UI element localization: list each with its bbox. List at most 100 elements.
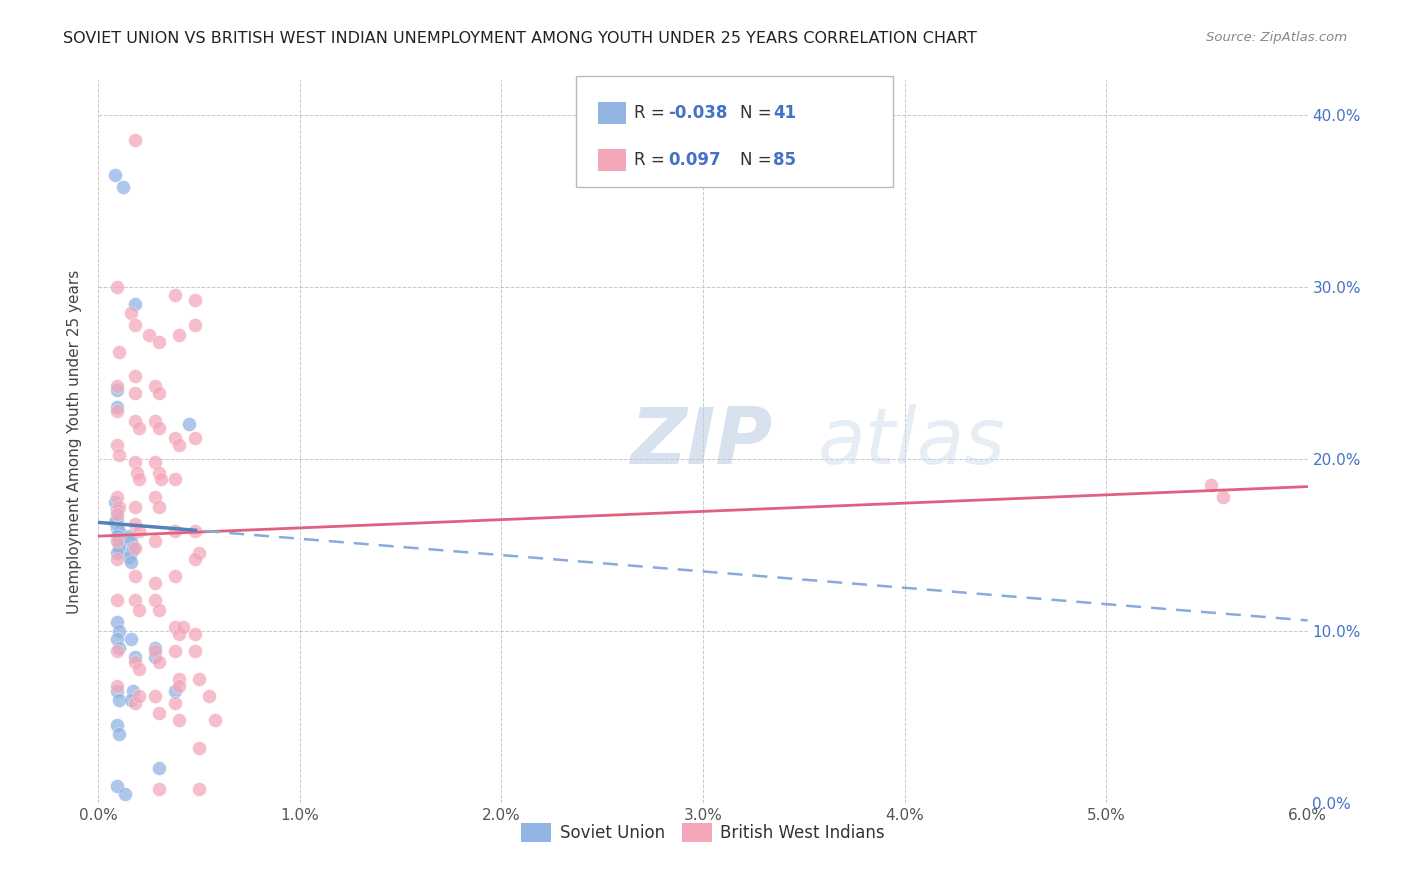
Point [188, 546, 211, 560]
Point [148, 655, 170, 669]
Point [184, 551, 207, 566]
Point [124, 455, 146, 469]
Point [120, 555, 142, 569]
Point [111, 180, 134, 194]
Point [148, 421, 170, 435]
Point [184, 293, 207, 308]
Point [148, 782, 170, 797]
Point [105, 279, 128, 293]
Point [107, 448, 129, 462]
Point [143, 649, 166, 664]
Point [105, 779, 128, 793]
Point [105, 551, 128, 566]
Point [118, 549, 141, 564]
Point [148, 706, 170, 721]
Point [120, 534, 142, 549]
Point [107, 500, 129, 514]
Point [143, 534, 166, 549]
Point [128, 689, 150, 703]
Point [184, 524, 207, 538]
Point [128, 472, 150, 486]
Text: 0.097: 0.097 [668, 152, 720, 169]
Point [124, 655, 146, 669]
Point [148, 466, 170, 480]
Point [120, 305, 142, 319]
Point [105, 400, 128, 414]
Point [204, 713, 226, 727]
Point [184, 431, 207, 445]
Point [163, 524, 186, 538]
Point [167, 327, 190, 342]
Point [105, 507, 128, 521]
Point [125, 466, 148, 480]
Point [163, 644, 186, 658]
Point [148, 761, 170, 775]
Y-axis label: Unemployment Among Youth under 25 years: Unemployment Among Youth under 25 years [67, 269, 83, 614]
Legend: Soviet Union, British West Indians: Soviet Union, British West Indians [515, 816, 891, 848]
Point [167, 679, 190, 693]
Point [103, 516, 125, 530]
Point [163, 288, 186, 302]
Text: SOVIET UNION VS BRITISH WEST INDIAN UNEMPLOYMENT AMONG YOUTH UNDER 25 YEARS CORR: SOVIET UNION VS BRITISH WEST INDIAN UNEM… [63, 31, 977, 46]
Point [120, 692, 142, 706]
Point [163, 431, 186, 445]
Point [143, 689, 166, 703]
Point [105, 534, 128, 549]
Point [107, 541, 129, 556]
Point [107, 727, 129, 741]
Point [121, 684, 143, 698]
Text: N =: N = [740, 152, 776, 169]
Point [105, 529, 128, 543]
Point [128, 524, 150, 538]
Point [105, 684, 128, 698]
Text: Source: ZipAtlas.com: Source: ZipAtlas.com [1206, 31, 1347, 45]
Point [143, 575, 166, 590]
Point [163, 684, 186, 698]
Point [121, 541, 143, 556]
Point [143, 644, 166, 658]
Point [167, 713, 190, 727]
Point [163, 620, 186, 634]
Point [124, 386, 146, 401]
Point [163, 472, 186, 486]
Point [179, 417, 201, 432]
Point [148, 500, 170, 514]
Point [188, 672, 211, 686]
Point [124, 318, 146, 332]
Text: N =: N = [740, 104, 776, 122]
Point [105, 644, 128, 658]
Point [138, 327, 160, 342]
Point [124, 133, 146, 147]
Point [188, 782, 211, 797]
Point [1199, 477, 1222, 491]
Point [143, 592, 166, 607]
Text: 41: 41 [773, 104, 796, 122]
Point [120, 632, 142, 647]
Point [103, 168, 125, 182]
Point [120, 546, 142, 560]
Point [167, 438, 190, 452]
Point [143, 490, 166, 504]
Point [105, 632, 128, 647]
Point [148, 334, 170, 349]
Point [105, 503, 128, 517]
Point [124, 500, 146, 514]
Text: atlas: atlas [818, 403, 1005, 480]
Text: 85: 85 [773, 152, 796, 169]
Point [198, 689, 221, 703]
Point [107, 524, 129, 538]
Point [107, 624, 129, 638]
Point [128, 603, 150, 617]
Point [1212, 490, 1234, 504]
Point [118, 529, 141, 543]
Text: -0.038: -0.038 [668, 104, 727, 122]
Point [124, 541, 146, 556]
Point [124, 297, 146, 311]
Point [114, 787, 136, 801]
Point [105, 718, 128, 732]
Point [148, 603, 170, 617]
Point [107, 640, 129, 655]
Point [149, 472, 172, 486]
Point [143, 640, 166, 655]
Point [105, 383, 128, 397]
